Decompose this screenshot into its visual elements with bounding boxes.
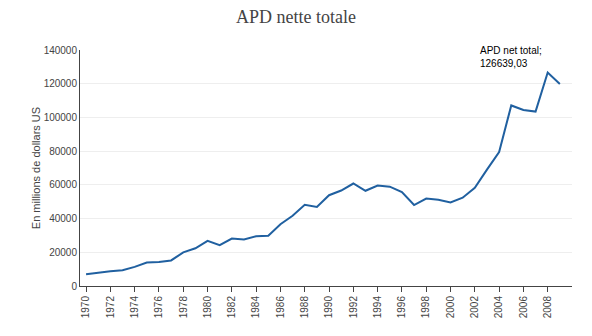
svg-text:1992: 1992 <box>348 296 359 319</box>
svg-text:1974: 1974 <box>129 296 140 319</box>
svg-text:1978: 1978 <box>178 296 189 319</box>
svg-text:20000: 20000 <box>49 247 77 258</box>
svg-text:100000: 100000 <box>44 112 78 123</box>
svg-text:1970: 1970 <box>80 296 91 319</box>
svg-text:1976: 1976 <box>153 296 164 319</box>
svg-text:1972: 1972 <box>105 296 116 319</box>
svg-text:1982: 1982 <box>226 296 237 319</box>
svg-text:0: 0 <box>71 281 77 292</box>
svg-text:1986: 1986 <box>275 296 286 319</box>
svg-text:1984: 1984 <box>250 296 261 319</box>
svg-text:140000: 140000 <box>44 45 78 56</box>
svg-text:1990: 1990 <box>323 296 334 319</box>
svg-text:80000: 80000 <box>49 146 77 157</box>
svg-text:APD nette totale: APD nette totale <box>236 7 356 27</box>
svg-text:APD net total;126639,03: APD net total;126639,03 <box>480 45 542 69</box>
svg-text:120000: 120000 <box>44 78 78 89</box>
svg-text:2000: 2000 <box>445 296 456 319</box>
svg-text:1988: 1988 <box>299 296 310 319</box>
svg-text:2004: 2004 <box>493 296 504 319</box>
svg-text:2008: 2008 <box>542 296 553 319</box>
svg-text:1994: 1994 <box>372 296 383 319</box>
svg-text:2006: 2006 <box>518 296 529 319</box>
svg-text:1996: 1996 <box>396 296 407 319</box>
svg-text:1980: 1980 <box>202 296 213 319</box>
svg-text:En millions de dollars US: En millions de dollars US <box>30 107 42 229</box>
svg-text:1998: 1998 <box>420 296 431 319</box>
svg-text:60000: 60000 <box>49 179 77 190</box>
svg-text:2002: 2002 <box>469 296 480 319</box>
svg-text:40000: 40000 <box>49 213 77 224</box>
